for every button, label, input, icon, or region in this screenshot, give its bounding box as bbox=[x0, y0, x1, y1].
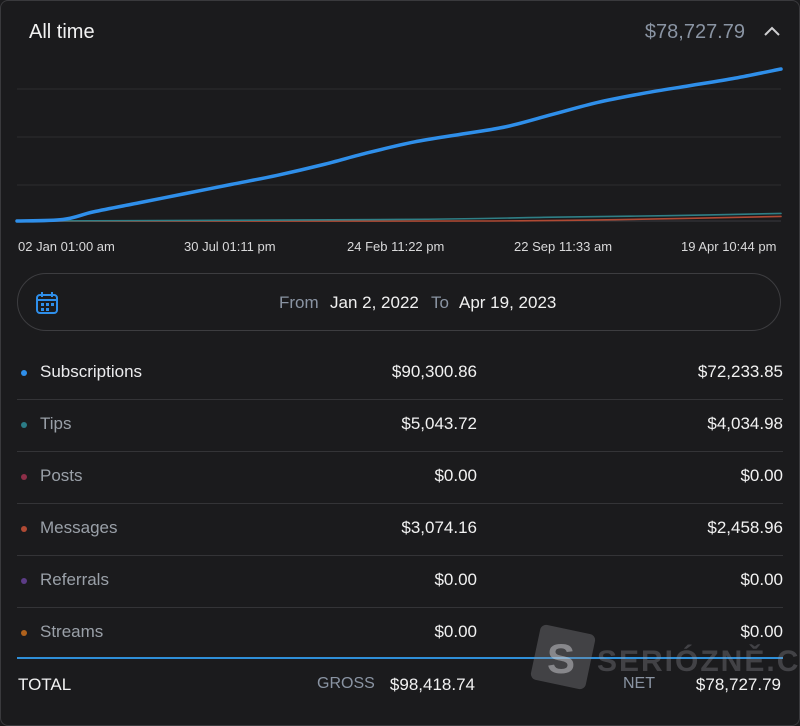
date-range-picker[interactable]: From Jan 2, 2022 To Apr 19, 2023 bbox=[17, 273, 781, 331]
panel-header[interactable]: All time $78,727.79 bbox=[1, 1, 799, 65]
earnings-row-streams[interactable]: Streams $0.00 $0.00 bbox=[17, 607, 783, 659]
chevron-up-icon[interactable] bbox=[761, 21, 783, 43]
series-dot bbox=[21, 526, 27, 532]
net-label: NET bbox=[623, 675, 655, 692]
x-axis-tick: 30 Jul 01:11 pm bbox=[184, 239, 276, 254]
x-axis-tick: 24 Feb 11:22 pm bbox=[347, 239, 445, 254]
earnings-row-subscriptions[interactable]: Subscriptions $90,300.86 $72,233.85 bbox=[17, 347, 783, 400]
x-axis-tick: 22 Sep 11:33 am bbox=[514, 239, 613, 254]
row-label: Referrals bbox=[40, 570, 109, 589]
earnings-row-messages[interactable]: Messages $3,074.16 $2,458.96 bbox=[17, 503, 783, 556]
row-label: Tips bbox=[40, 414, 72, 433]
row-gross-value: $0.00 bbox=[434, 570, 477, 589]
row-gross-value: $5,043.72 bbox=[401, 414, 477, 433]
to-label: To bbox=[431, 293, 449, 312]
earnings-row-posts[interactable]: Posts $0.00 $0.00 bbox=[17, 451, 783, 504]
row-net-value: $4,034.98 bbox=[707, 414, 783, 433]
net-total-value: $78,727.79 bbox=[695, 675, 781, 694]
x-axis-tick: 19 Apr 10:44 pm bbox=[681, 239, 777, 254]
to-date[interactable]: Apr 19, 2023 bbox=[459, 293, 557, 312]
row-label: Messages bbox=[40, 518, 118, 537]
row-net-value: $0.00 bbox=[740, 466, 783, 485]
total-label: TOTAL bbox=[18, 675, 72, 694]
row-gross-value: $0.00 bbox=[434, 622, 477, 641]
total-divider bbox=[17, 657, 783, 659]
panel-title: All time bbox=[29, 21, 95, 43]
calendar-icon[interactable] bbox=[34, 290, 60, 316]
row-label: Streams bbox=[40, 622, 104, 641]
row-net-value: $2,458.96 bbox=[707, 518, 783, 537]
gross-label: GROSS bbox=[317, 675, 375, 692]
earnings-chart bbox=[15, 67, 783, 223]
gross-total-value: $98,418.74 bbox=[389, 675, 475, 694]
row-net-value: $0.00 bbox=[740, 622, 783, 641]
row-label: Subscriptions bbox=[40, 362, 143, 381]
from-date[interactable]: Jan 2, 2022 bbox=[330, 293, 419, 312]
row-net-value: $72,233.85 bbox=[697, 362, 783, 381]
from-label: From bbox=[279, 293, 319, 312]
row-gross-value: $90,300.86 bbox=[391, 362, 477, 381]
row-net-value: $0.00 bbox=[740, 570, 783, 589]
earnings-row-referrals[interactable]: Referrals $0.00 $0.00 bbox=[17, 555, 783, 608]
series-dot bbox=[21, 630, 27, 636]
x-axis-tick: 02 Jan 01:00 am bbox=[18, 239, 115, 254]
header-amount: $78,727.79 bbox=[644, 21, 745, 43]
row-gross-value: $3,074.16 bbox=[401, 518, 477, 537]
row-gross-value: $0.00 bbox=[434, 466, 477, 485]
series-dot bbox=[21, 578, 27, 584]
series-dot bbox=[21, 474, 27, 480]
series-line-tips bbox=[16, 212, 782, 222]
earnings-row-tips[interactable]: Tips $5,043.72 $4,034.98 bbox=[17, 399, 783, 452]
series-dot bbox=[21, 422, 27, 428]
row-label: Posts bbox=[40, 466, 83, 485]
series-line-subscriptions bbox=[15, 67, 783, 223]
series-dot bbox=[21, 370, 27, 376]
